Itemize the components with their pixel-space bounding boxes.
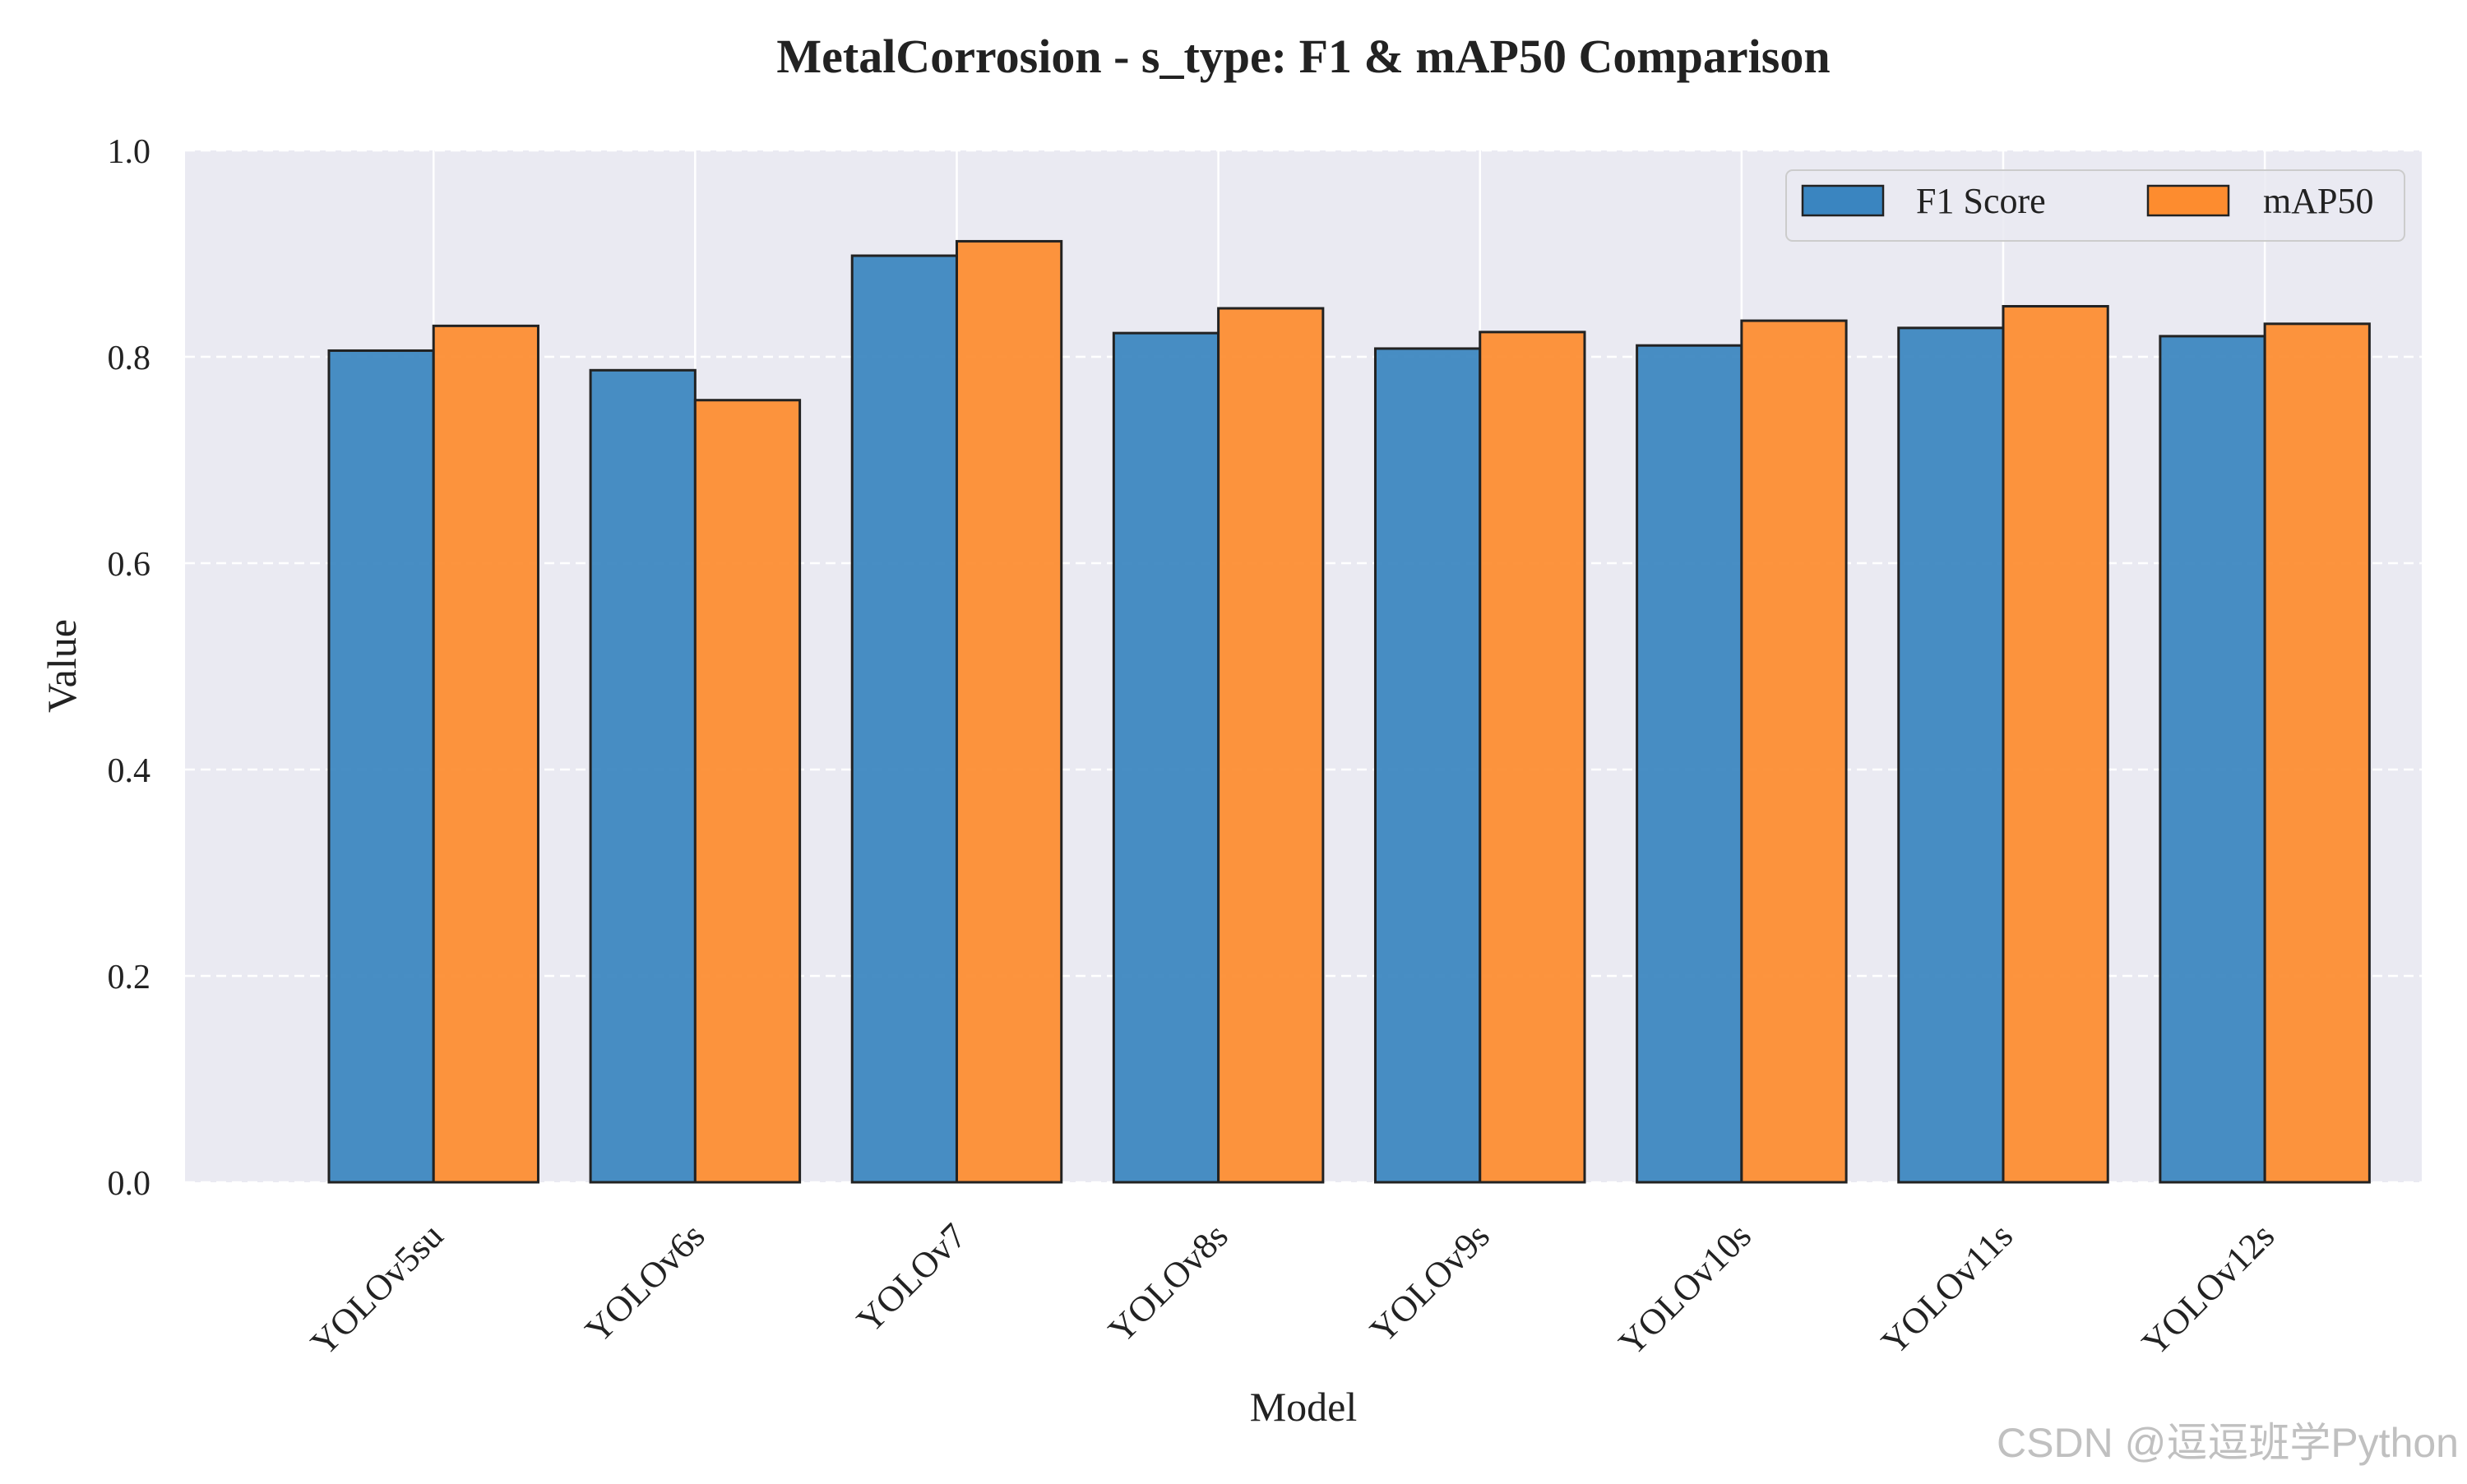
y-tick-label: 0.0 [108, 1165, 151, 1203]
x-tick-label: YOLOv11s [1873, 1215, 2020, 1362]
bar-f1-score [327, 349, 435, 1184]
x-axis-label: Model [1250, 1384, 1358, 1430]
bar-map50 [1479, 331, 1586, 1184]
y-tick-label: 0.8 [108, 340, 151, 377]
x-tick-label: YOLOv12s [2134, 1215, 2282, 1363]
bar-f1-score [1897, 326, 2005, 1184]
bar-f1-score [1373, 347, 1482, 1184]
legend-box [1785, 169, 2405, 242]
x-tick-label: YOLOv7 [849, 1215, 974, 1340]
bar-f1-score [1636, 344, 1743, 1184]
y-tick-labels: 0.0 0.2 0.4 0.6 0.8 1.0 [108, 133, 151, 1203]
bar-map50 [2002, 305, 2109, 1184]
bar-f1-score [1112, 331, 1220, 1184]
legend-swatch-f1-score [1801, 184, 1885, 217]
y-tick-label: 0.2 [108, 959, 151, 996]
bar-map50 [1740, 319, 1848, 1184]
y-tick-label: 0.6 [108, 546, 151, 584]
bar-map50 [432, 324, 539, 1184]
x-tick-labels: YOLOv5su YOLOv6s YOLOv7 YOLOv8s YOLOv9s YOLOv… [303, 1215, 2282, 1363]
bar-map50 [1217, 307, 1325, 1184]
bar-map50 [955, 239, 1063, 1184]
legend-label-f1-score: F1 Score [1916, 181, 2046, 221]
legend-swatch-map50 [2146, 184, 2230, 217]
bar-map50 [693, 399, 802, 1184]
bars-layer [327, 239, 2371, 1184]
bar-f1-score [850, 254, 958, 1184]
watermark: CSDN @逗逗班学Python [1997, 1420, 2459, 1466]
x-tick-label: YOLOv5su [303, 1215, 451, 1363]
chart-title: MetalCorrosion - s_type: F1 & mAP50 Comp… [776, 30, 1830, 83]
bar-map50 [2263, 322, 2371, 1184]
legend: F1 Score mAP50 [1785, 169, 2405, 242]
x-tick-label: YOLOv6s [577, 1215, 712, 1350]
y-axis-label: Value [39, 619, 85, 713]
bar-f1-score [589, 368, 697, 1184]
y-tick-label: 1.0 [108, 133, 151, 171]
bar-f1-score [2159, 335, 2266, 1184]
y-tick-label: 0.4 [108, 752, 151, 790]
x-tick-label: YOLOv10s [1611, 1215, 1759, 1363]
x-tick-label: YOLOv8s [1100, 1215, 1235, 1350]
legend-label-map50: mAP50 [2263, 181, 2373, 221]
x-tick-label: YOLOv9s [1363, 1215, 1497, 1350]
